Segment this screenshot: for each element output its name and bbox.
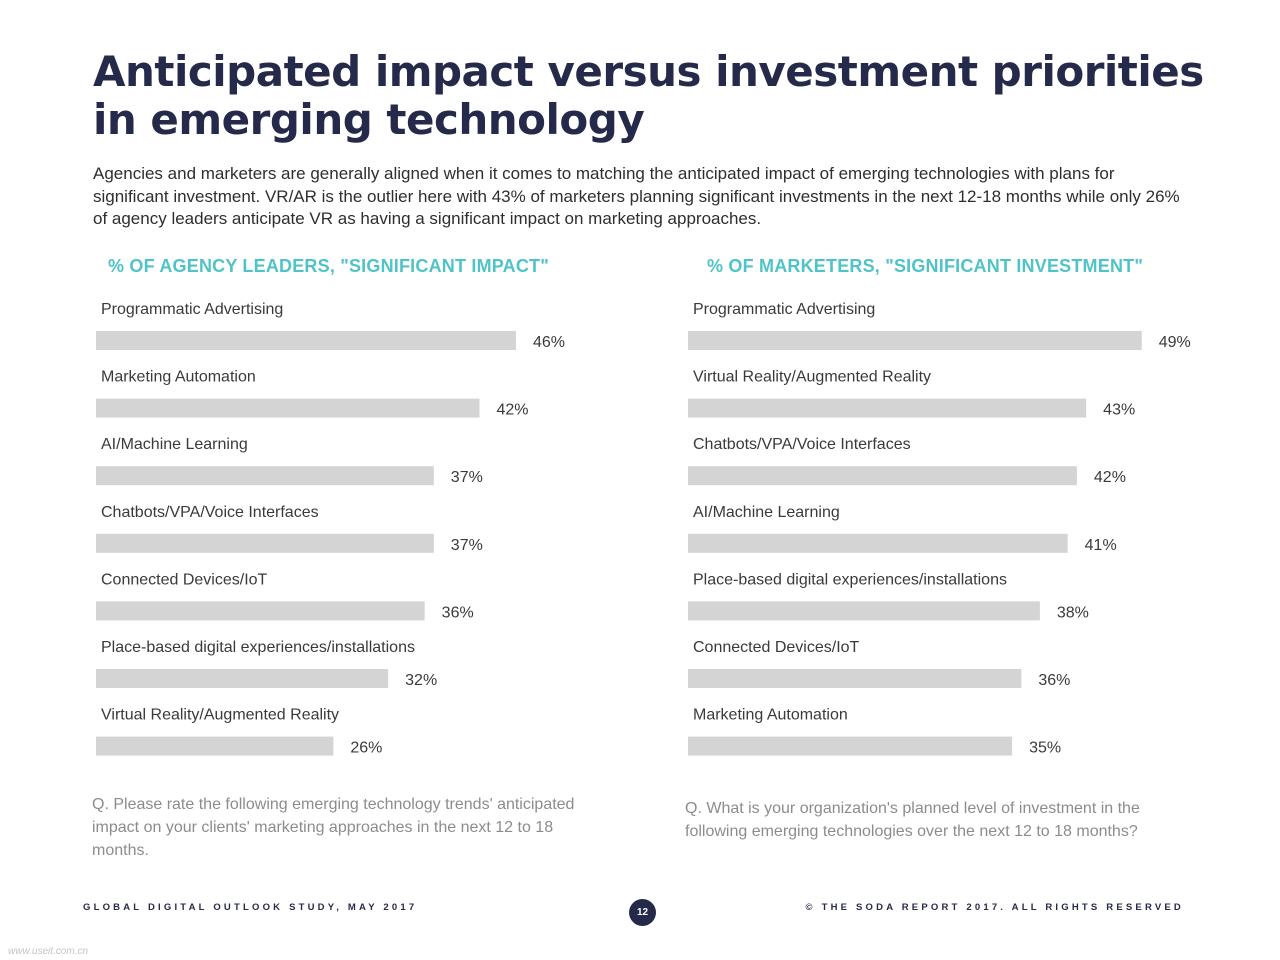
agency-bar (96, 533, 434, 553)
agency-category-label: Marketing Automation (101, 369, 256, 386)
agency-value-label: 26% (350, 740, 382, 757)
agency-value-label: 36% (442, 604, 474, 621)
marketer-value-label: 42% (1094, 469, 1126, 486)
agency-bar (96, 601, 425, 621)
intro-paragraph: Agencies and marketers are generally ali… (93, 164, 1180, 228)
marketer-category-label: Chatbots/VPA/Voice Interfaces (693, 436, 911, 453)
footer-copyright: © THE SODA REPORT 2017. ALL RIGHTS RESER… (805, 902, 1184, 913)
marketer-bar (688, 331, 1142, 350)
agency-value-label: 32% (405, 672, 437, 689)
right-chart-title: % OF MARKETERS, "SIGNIFICANT INVESTMENT" (707, 256, 1144, 276)
marketer-category-label: Connected Devices/IoT (693, 639, 860, 656)
agency-category-label: Chatbots/VPA/Voice Interfaces (101, 504, 319, 521)
marketer-bar (688, 466, 1077, 486)
marketer-bar (688, 601, 1040, 621)
footer-study-name: GLOBAL DIGITAL OUTLOOK STUDY, MAY 2017 (83, 902, 418, 913)
agency-value-label: 46% (533, 334, 565, 351)
marketer-category-label: AI/Machine Learning (693, 504, 840, 521)
marketer-category-label: Marketing Automation (693, 707, 848, 724)
left-question: Q. Please rate the following emerging te… (92, 796, 575, 859)
page-title: Anticipated impact versus investment pri… (93, 47, 1204, 144)
agency-bar (96, 736, 334, 756)
marketer-bar (688, 533, 1068, 553)
marketer-category-label: Programmatic Advertising (693, 301, 875, 318)
agency-category-label: Programmatic Advertising (101, 301, 283, 318)
left-chart-title: % OF AGENCY LEADERS, "SIGNIFICANT IMPACT… (108, 256, 549, 276)
marketer-value-label: 49% (1159, 334, 1191, 351)
watermark: www.useit.com.cn (8, 946, 89, 957)
agency-bar (96, 398, 480, 418)
marketer-value-label: 43% (1103, 402, 1135, 419)
marketer-bar (688, 736, 1013, 756)
agency-value-label: 42% (496, 402, 528, 419)
page-number-badge: 12 (629, 899, 656, 926)
agency-impact-chart: Programmatic Advertising 46% Marketing Aut… (0, 290, 600, 770)
agency-category-label: AI/Machine Learning (101, 436, 248, 453)
marketer-investment-chart: Programmatic Advertising 49% Virtual Reali… (592, 290, 1192, 770)
agency-value-label: 37% (451, 469, 483, 486)
right-question: Q. What is your organization's planned l… (685, 800, 1140, 840)
marketer-bar (688, 669, 1022, 688)
marketer-bar (688, 398, 1087, 418)
marketer-value-label: 41% (1085, 537, 1117, 554)
agency-category-label: Virtual Reality/Augmented Reality (101, 707, 339, 724)
agency-value-label: 37% (451, 537, 483, 554)
marketer-value-label: 35% (1029, 740, 1061, 757)
agency-category-label: Connected Devices/IoT (101, 571, 268, 588)
agency-bar (96, 331, 516, 350)
marketer-investment-chart-svg: Programmatic Advertising 49% Virtual Reali… (688, 301, 1191, 757)
marketer-category-label: Place-based digital experiences/installa… (693, 571, 1007, 588)
agency-bar (96, 466, 434, 486)
marketer-value-label: 36% (1038, 672, 1070, 689)
marketer-value-label: 38% (1057, 604, 1089, 621)
agency-impact-chart-svg: Programmatic Advertising 46% Marketing Aut… (96, 301, 565, 757)
marketer-category-label: Virtual Reality/Augmented Reality (693, 369, 931, 386)
agency-category-label: Place-based digital experiences/installa… (101, 639, 415, 656)
agency-bar (96, 669, 389, 688)
